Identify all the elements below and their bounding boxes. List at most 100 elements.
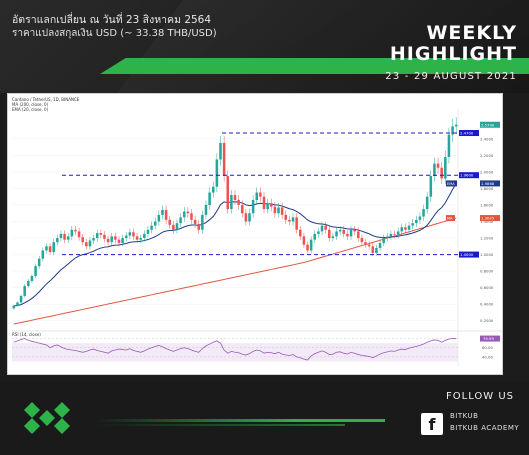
candle bbox=[201, 214, 204, 230]
candle bbox=[197, 223, 201, 230]
price-tick-label: 2.0000 bbox=[480, 169, 494, 174]
candle bbox=[230, 195, 233, 210]
facebook-icon[interactable]: f bbox=[421, 413, 443, 435]
candle bbox=[117, 239, 121, 243]
candle bbox=[295, 217, 298, 230]
candle bbox=[233, 195, 237, 200]
footer-accent-line-secondary bbox=[95, 424, 345, 426]
candle bbox=[146, 229, 150, 234]
candle bbox=[400, 227, 404, 232]
candle bbox=[429, 176, 433, 197]
candle bbox=[186, 211, 190, 214]
highlight-title: HIGHLIGHT bbox=[389, 43, 517, 65]
candle bbox=[382, 238, 385, 243]
level-tag bbox=[459, 172, 479, 179]
candle bbox=[411, 223, 414, 226]
candle bbox=[444, 157, 447, 179]
price-tick-label: 1.2000 bbox=[480, 236, 494, 241]
candle bbox=[19, 295, 23, 303]
candle bbox=[346, 233, 349, 237]
candle bbox=[226, 176, 230, 210]
candle bbox=[240, 204, 244, 214]
candle bbox=[168, 219, 172, 225]
social-bitkub-academy[interactable]: BITKUB ACADEMY bbox=[450, 424, 520, 432]
ema-value-label: 1.9868 bbox=[481, 181, 495, 186]
candle bbox=[269, 203, 273, 207]
candle bbox=[45, 246, 48, 251]
candle bbox=[422, 209, 425, 217]
candle bbox=[378, 243, 382, 248]
candle bbox=[371, 246, 375, 253]
candle bbox=[34, 266, 37, 277]
candle bbox=[364, 242, 367, 245]
candle bbox=[81, 237, 84, 243]
price-tick-label: 1.8000 bbox=[480, 186, 494, 191]
candle bbox=[41, 250, 45, 259]
indicator-ema-label: EMA (20, close, 0) bbox=[12, 107, 49, 112]
candle bbox=[342, 229, 346, 234]
candle bbox=[357, 231, 360, 239]
candle bbox=[161, 209, 164, 215]
candle bbox=[349, 229, 353, 237]
candle bbox=[66, 236, 70, 240]
ma-value-label-box bbox=[480, 215, 500, 222]
candle bbox=[153, 221, 157, 226]
candle bbox=[313, 233, 317, 240]
price-tick-label: 0.4000 bbox=[480, 302, 494, 307]
header-band bbox=[0, 0, 529, 93]
ma-value-label: 1.3025 bbox=[481, 216, 495, 221]
indicator-ma-label: MA (200, close, 0) bbox=[12, 102, 49, 107]
candle bbox=[23, 286, 26, 296]
candle bbox=[331, 236, 335, 239]
candle bbox=[157, 214, 161, 222]
last-price-label-box bbox=[480, 121, 500, 128]
candle bbox=[328, 229, 331, 239]
ema-value-label-box bbox=[480, 180, 500, 187]
price-tick-label: 2.4000 bbox=[480, 136, 494, 141]
candle bbox=[88, 240, 92, 247]
candle bbox=[74, 229, 77, 232]
candle bbox=[190, 213, 193, 220]
ema-tag-box bbox=[446, 180, 457, 187]
level-tag bbox=[459, 130, 479, 137]
level-value-label: 1.9600 bbox=[460, 173, 474, 178]
bitkub-logo-icon bbox=[24, 402, 70, 434]
candle bbox=[262, 196, 266, 210]
candle bbox=[396, 231, 400, 235]
candle bbox=[48, 246, 52, 253]
candle bbox=[193, 219, 197, 224]
candle bbox=[454, 124, 458, 127]
candle bbox=[70, 229, 74, 237]
ema-tag: EMA bbox=[447, 182, 455, 186]
candle bbox=[266, 203, 269, 210]
candle bbox=[375, 247, 378, 253]
candle bbox=[302, 236, 306, 245]
candle bbox=[237, 200, 240, 205]
rsi-level-label: 40.00 bbox=[482, 354, 493, 359]
candle bbox=[215, 159, 219, 187]
candle bbox=[204, 204, 208, 215]
candle bbox=[30, 276, 34, 282]
candle bbox=[338, 229, 342, 232]
candle bbox=[284, 214, 288, 220]
candle bbox=[27, 281, 30, 286]
candle bbox=[143, 233, 146, 239]
candle bbox=[415, 219, 418, 224]
candle bbox=[12, 305, 16, 309]
candle bbox=[95, 233, 99, 239]
candle bbox=[425, 196, 429, 210]
candle bbox=[273, 206, 277, 214]
candle bbox=[393, 233, 396, 235]
exchange-rate-date: อัตราแลกเปลี่ยน ณ วันที่ 23 สิงหาคม 2564 bbox=[12, 14, 212, 26]
candle bbox=[320, 225, 324, 232]
candle bbox=[124, 235, 128, 239]
header-green-strip bbox=[100, 58, 529, 74]
exchange-rate-conversion: ราคาแปลงสกุลเงิน USD (~ 33.38 THB/USD) bbox=[12, 28, 217, 39]
candle bbox=[56, 238, 59, 243]
candle bbox=[367, 244, 371, 247]
rsi-title: RSI (14, close) bbox=[12, 332, 41, 337]
social-bitkub[interactable]: BITKUB bbox=[450, 412, 479, 420]
candle bbox=[128, 232, 132, 236]
candle bbox=[132, 232, 135, 237]
candle bbox=[418, 216, 422, 220]
